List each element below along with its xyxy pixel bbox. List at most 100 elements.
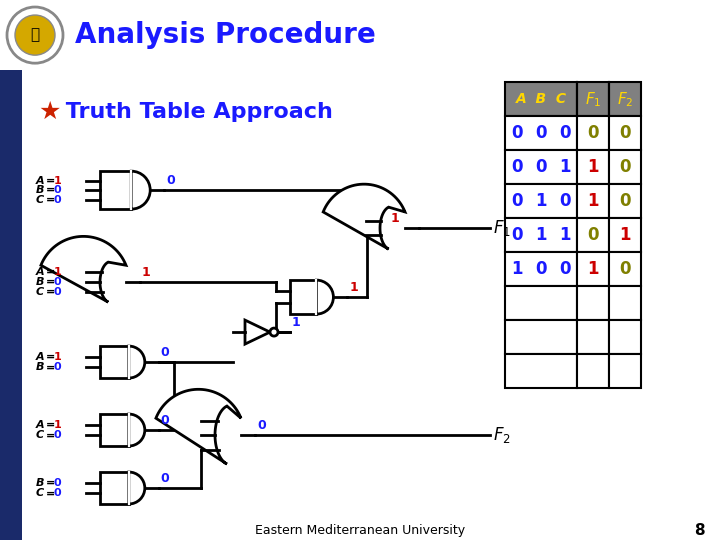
FancyBboxPatch shape xyxy=(609,218,641,252)
FancyBboxPatch shape xyxy=(577,116,609,150)
FancyBboxPatch shape xyxy=(577,184,609,218)
Text: 0: 0 xyxy=(161,346,169,359)
Text: $F_1$: $F_1$ xyxy=(585,90,601,109)
Polygon shape xyxy=(323,184,405,249)
Text: 0: 0 xyxy=(559,124,571,142)
FancyBboxPatch shape xyxy=(609,82,641,116)
Text: 1: 1 xyxy=(559,158,571,176)
Text: 0: 0 xyxy=(619,158,631,176)
Text: A: A xyxy=(36,352,45,362)
Text: 1: 1 xyxy=(535,226,546,244)
FancyBboxPatch shape xyxy=(505,218,577,252)
Text: C: C xyxy=(36,488,44,498)
Text: 1: 1 xyxy=(54,420,62,430)
Text: A  B  C: A B C xyxy=(516,92,567,106)
Text: 0: 0 xyxy=(535,158,546,176)
Text: 0: 0 xyxy=(166,174,175,187)
Text: A: A xyxy=(36,176,45,186)
Text: 0: 0 xyxy=(161,472,169,485)
Text: =: = xyxy=(46,478,55,488)
FancyBboxPatch shape xyxy=(505,354,577,388)
Wedge shape xyxy=(129,414,145,446)
FancyBboxPatch shape xyxy=(609,286,641,320)
Wedge shape xyxy=(129,346,145,378)
Text: 1: 1 xyxy=(391,212,400,225)
Text: 0: 0 xyxy=(588,226,599,244)
Wedge shape xyxy=(131,171,150,209)
Circle shape xyxy=(7,7,63,63)
Polygon shape xyxy=(100,171,131,209)
Text: 0: 0 xyxy=(559,192,571,210)
Text: 1: 1 xyxy=(588,158,599,176)
Text: 0: 0 xyxy=(54,287,62,297)
Polygon shape xyxy=(100,414,129,446)
Circle shape xyxy=(270,328,278,336)
Text: C: C xyxy=(36,430,44,441)
FancyBboxPatch shape xyxy=(577,354,609,388)
Text: 0: 0 xyxy=(535,124,546,142)
FancyBboxPatch shape xyxy=(505,82,577,116)
Text: 🏛: 🏛 xyxy=(30,28,40,43)
Text: $F_1$: $F_1$ xyxy=(493,218,511,238)
Text: 8: 8 xyxy=(694,523,705,537)
Text: 0: 0 xyxy=(511,192,523,210)
Circle shape xyxy=(15,15,55,55)
Text: 1: 1 xyxy=(588,192,599,210)
Text: B: B xyxy=(36,478,45,488)
Text: 0: 0 xyxy=(257,419,266,432)
FancyBboxPatch shape xyxy=(609,150,641,184)
Text: 1: 1 xyxy=(535,192,546,210)
Text: =: = xyxy=(46,287,55,297)
Text: $F_2$: $F_2$ xyxy=(617,90,633,109)
Wedge shape xyxy=(316,280,333,314)
Text: 1: 1 xyxy=(142,266,150,279)
Text: C: C xyxy=(36,287,44,297)
Text: ★: ★ xyxy=(38,100,60,124)
Text: =: = xyxy=(46,362,55,373)
Text: B: B xyxy=(36,277,45,287)
Polygon shape xyxy=(100,346,129,378)
Polygon shape xyxy=(245,320,270,344)
Text: 1: 1 xyxy=(619,226,631,244)
Text: 0: 0 xyxy=(54,488,62,498)
Text: 0: 0 xyxy=(559,260,571,278)
FancyBboxPatch shape xyxy=(609,252,641,286)
Polygon shape xyxy=(290,280,316,314)
FancyBboxPatch shape xyxy=(505,184,577,218)
FancyBboxPatch shape xyxy=(609,184,641,218)
Text: 0: 0 xyxy=(619,192,631,210)
Text: 0: 0 xyxy=(588,124,599,142)
Text: 0: 0 xyxy=(619,124,631,142)
Text: =: = xyxy=(46,185,55,195)
Text: =: = xyxy=(46,176,55,186)
Polygon shape xyxy=(156,389,241,464)
Text: 0: 0 xyxy=(619,260,631,278)
Polygon shape xyxy=(41,237,126,302)
FancyBboxPatch shape xyxy=(577,252,609,286)
Text: =: = xyxy=(46,194,55,205)
Text: B: B xyxy=(36,362,45,373)
FancyBboxPatch shape xyxy=(577,286,609,320)
Text: A: A xyxy=(36,267,45,277)
Text: 0: 0 xyxy=(54,430,62,441)
Text: =: = xyxy=(46,267,55,277)
FancyBboxPatch shape xyxy=(577,150,609,184)
FancyBboxPatch shape xyxy=(505,252,577,286)
Text: 0: 0 xyxy=(511,124,523,142)
Text: 1: 1 xyxy=(54,352,62,362)
Text: Analysis Procedure: Analysis Procedure xyxy=(75,21,376,49)
Text: =: = xyxy=(46,488,55,498)
FancyBboxPatch shape xyxy=(577,320,609,354)
Text: 1: 1 xyxy=(54,267,62,277)
Text: =: = xyxy=(46,420,55,430)
Text: Truth Table Approach: Truth Table Approach xyxy=(58,102,333,122)
Wedge shape xyxy=(129,472,145,504)
Text: 0: 0 xyxy=(161,414,169,427)
Text: A: A xyxy=(36,420,45,430)
Text: 1: 1 xyxy=(511,260,523,278)
Text: =: = xyxy=(46,352,55,362)
Text: 0: 0 xyxy=(54,194,62,205)
FancyBboxPatch shape xyxy=(609,116,641,150)
Text: B: B xyxy=(36,185,45,195)
Text: 1: 1 xyxy=(588,260,599,278)
